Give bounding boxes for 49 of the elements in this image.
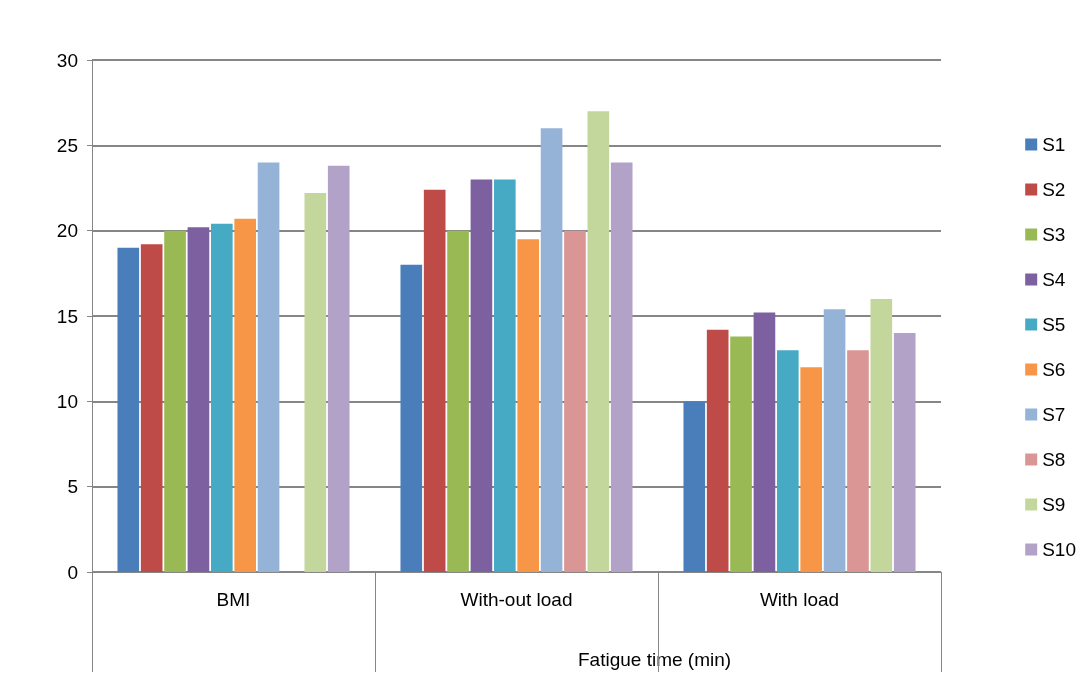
bar xyxy=(327,165,350,572)
x-tick-label: With-out load xyxy=(460,589,573,610)
y-tick-label: 10 xyxy=(56,390,78,412)
legend-label: S2 xyxy=(1042,179,1066,200)
legend-label: S1 xyxy=(1042,134,1066,155)
bar xyxy=(776,350,799,572)
legend-label: S7 xyxy=(1042,404,1066,425)
bar xyxy=(540,128,563,572)
bar xyxy=(304,193,327,572)
bar xyxy=(564,230,586,572)
y-tick-label: 30 xyxy=(56,49,78,71)
legend-label: S10 xyxy=(1042,539,1077,560)
bar xyxy=(234,218,257,572)
y-tick-label: 25 xyxy=(56,134,78,156)
y-tick-label: 0 xyxy=(67,561,78,583)
bar xyxy=(893,333,916,572)
bar xyxy=(187,227,210,572)
bar xyxy=(706,329,729,572)
bar xyxy=(587,111,610,572)
bar xyxy=(517,239,540,572)
bar xyxy=(847,350,869,572)
bar xyxy=(610,162,633,572)
bar xyxy=(164,230,186,572)
legend-label: S4 xyxy=(1042,269,1066,290)
legend-label: S5 xyxy=(1042,314,1066,335)
legend-label: S6 xyxy=(1042,359,1066,380)
bar xyxy=(870,298,893,572)
x-tick-label: BMI xyxy=(216,589,251,610)
y-tick-label: 5 xyxy=(67,476,78,498)
bar xyxy=(753,312,776,572)
bar xyxy=(823,309,846,572)
bar xyxy=(447,230,469,572)
bar xyxy=(423,189,446,572)
bar xyxy=(257,162,280,572)
y-tick-label: 15 xyxy=(56,305,78,327)
legend-label: S3 xyxy=(1042,224,1066,245)
bar xyxy=(493,179,516,572)
bar xyxy=(730,336,752,572)
bar xyxy=(140,244,163,572)
bar xyxy=(210,223,233,572)
y-tick-label: 20 xyxy=(56,220,78,242)
bar xyxy=(400,264,423,572)
bar xyxy=(683,401,706,572)
legend-label: S8 xyxy=(1042,449,1066,470)
x-tick-label: With load xyxy=(759,589,840,610)
legend-label: S9 xyxy=(1042,494,1066,515)
bar xyxy=(470,179,493,572)
bar xyxy=(117,247,140,572)
bar xyxy=(800,367,823,572)
